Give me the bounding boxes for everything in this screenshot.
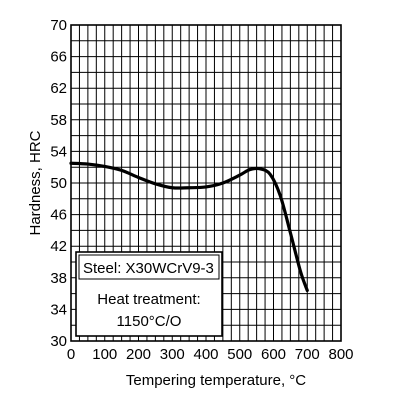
y-tick-label: 62 [50,80,67,97]
y-tick-label: 54 [50,143,67,160]
y-tick-label: 50 [50,175,67,192]
y-tick-label: 30 [50,333,67,350]
y-tick-label: 58 [50,112,67,129]
x-tick-label: 600 [261,346,286,363]
y-tick-label: 46 [50,207,67,224]
plot-frame [70,24,342,342]
x-tick-label: 500 [227,346,252,363]
hardness-curve [69,161,309,293]
x-axis-title: Tempering temperature, °C [126,372,306,389]
y-tick-label: 42 [50,238,67,255]
y-axis-title: Hardness, HRC [27,130,44,235]
x-tick-label: 100 [92,346,117,363]
annotation-steel-grade: Steel: X30WCrV9-3 [83,260,214,277]
x-tick-label: 400 [193,346,218,363]
y-tick-labels: 30 34 38 42 46 50 54 58 62 66 70 [50,17,67,350]
annotation-box: Steel: X30WCrV9-3 Heat treatment: 1150°C… [75,251,223,337]
x-tick-labels: 0 100 200 300 400 500 600 700 800 [67,346,354,363]
annotation-outer-box [75,251,223,337]
y-tick-label: 38 [50,270,67,287]
y-tick-label: 70 [50,17,67,34]
y-tick-label: 66 [50,49,67,66]
x-tick-label: 800 [328,346,353,363]
annotation-temperature: 1150°C/O [117,313,182,330]
annotation-steel-box [78,254,220,280]
x-tick-label: 200 [126,346,151,363]
x-tick-label: 700 [295,346,320,363]
x-tick-label: 0 [67,346,75,363]
y-tick-label: 34 [50,301,67,318]
annotation-heat-treatment: Heat treatment: [97,291,200,308]
x-tick-label: 300 [160,346,185,363]
